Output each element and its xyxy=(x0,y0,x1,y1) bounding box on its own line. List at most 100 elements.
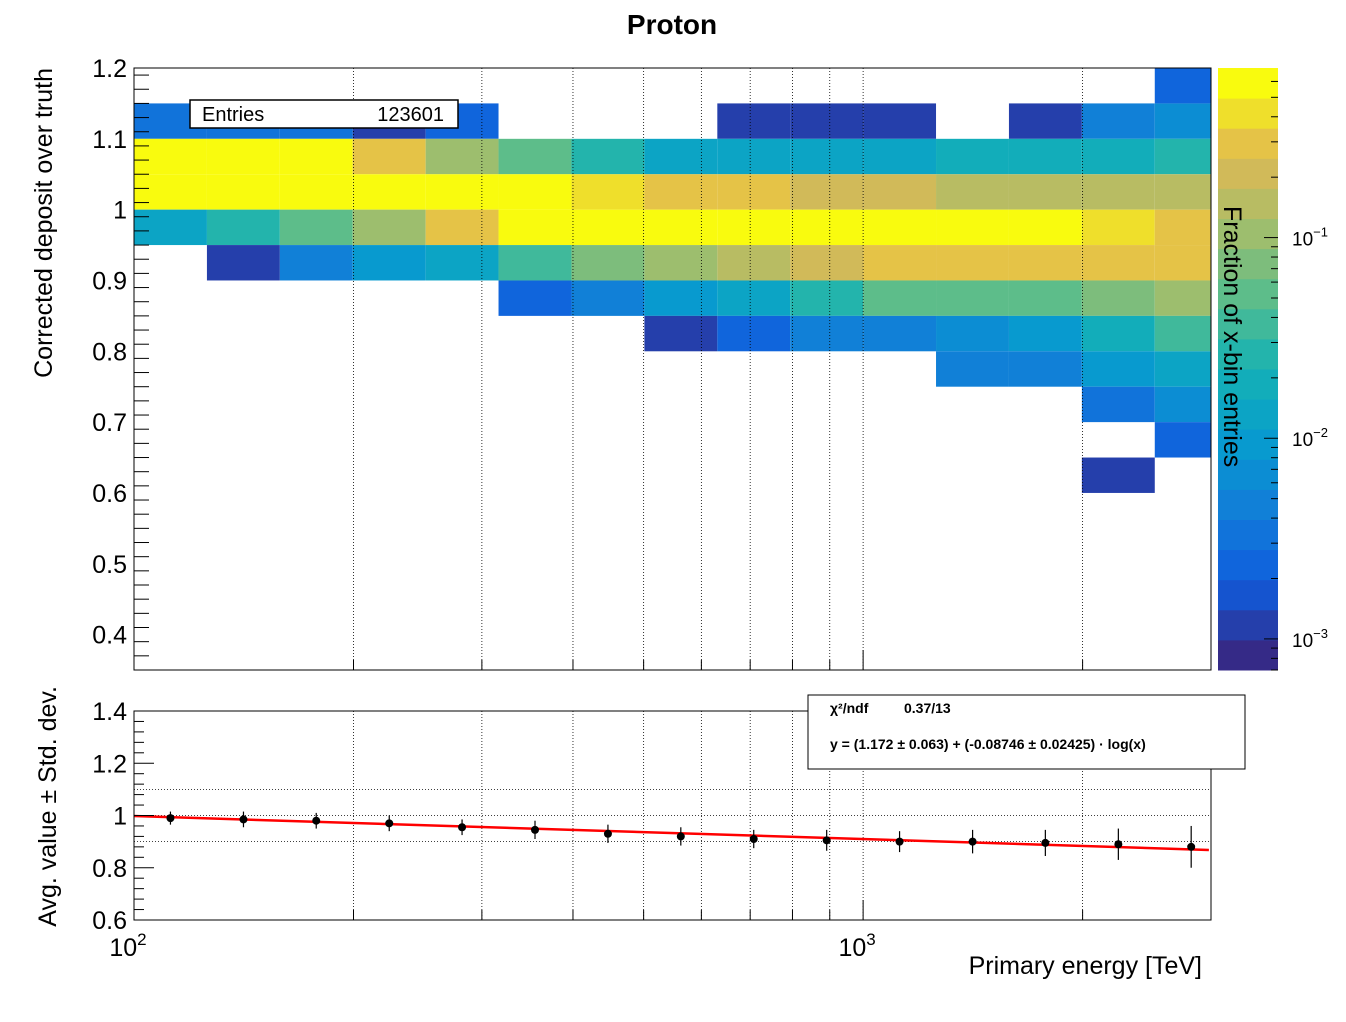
profile-point xyxy=(895,837,904,846)
heatmap-cell xyxy=(279,209,353,246)
heatmap-cell xyxy=(790,280,864,316)
heatmap-cell xyxy=(1008,174,1082,210)
heatmap-cell xyxy=(425,138,499,175)
top-y-tick-label: 0.7 xyxy=(92,409,127,437)
profile-points xyxy=(166,811,1196,868)
heatmap-cell xyxy=(790,174,864,210)
heatmap-cell xyxy=(134,209,207,246)
heatmap-cell xyxy=(498,138,572,175)
heatmap-cell xyxy=(134,138,207,175)
colorbar-swatch xyxy=(1218,158,1278,189)
fit-formula: y = (1.172 ± 0.063) + (-0.08746 ± 0.0242… xyxy=(830,736,1146,752)
profile-point xyxy=(312,816,321,825)
x-tick-label: 102 xyxy=(109,930,146,962)
profile-point xyxy=(822,836,831,845)
profile-point xyxy=(603,829,612,838)
heatmap-cell xyxy=(1081,280,1155,316)
heatmap-cell xyxy=(571,209,645,246)
heatmap-cell xyxy=(936,138,1009,175)
heatmap-cell xyxy=(717,315,791,352)
fit-chi2-label: χ²/ndf xyxy=(830,700,869,716)
colorbar-swatch xyxy=(1218,609,1278,641)
bottom-reference-lines xyxy=(134,788,1211,843)
heatmap-cell xyxy=(571,280,645,316)
heatmap-cell xyxy=(1154,351,1211,387)
heatmap-cell xyxy=(644,138,718,175)
heatmap-cell xyxy=(863,174,937,210)
heatmap-cell xyxy=(1154,386,1211,423)
heatmap-cell xyxy=(1154,68,1211,104)
x-axis-label: Primary energy [TeV] xyxy=(969,952,1202,980)
profile-point xyxy=(749,835,758,844)
heatmap-cell xyxy=(644,209,718,246)
heatmap-cell xyxy=(1154,209,1211,246)
fit-chi2-value: 0.37/13 xyxy=(904,700,951,716)
heatmap-cells xyxy=(134,68,1211,493)
colorbar-swatch xyxy=(1218,489,1278,520)
profile-point xyxy=(676,832,685,841)
heatmap-cell xyxy=(936,245,1009,281)
profile-point xyxy=(531,825,540,834)
heatmap-cell xyxy=(571,174,645,210)
colorbar-swatch xyxy=(1218,399,1278,430)
heatmap-cell xyxy=(1081,245,1155,281)
heatmap-cell xyxy=(936,315,1009,352)
heatmap-cell xyxy=(863,209,937,246)
bottom-y-axis: 0.6 0.8 1 1.2 1.4 xyxy=(92,698,154,935)
colorbar-swatch xyxy=(1218,369,1278,400)
heatmap-cell xyxy=(1081,315,1155,352)
heatmap-cell xyxy=(790,209,864,246)
colorbar-tick-label: 10−2 xyxy=(1292,425,1328,451)
colorbar-swatch xyxy=(1218,68,1278,99)
heatmap-cell xyxy=(644,315,718,352)
heatmap-cell xyxy=(1008,138,1082,175)
colorbar-axis: 10−1 10−2 10−3 xyxy=(1264,80,1328,671)
heatmap-cell xyxy=(863,245,937,281)
stats-box: Entries 123601 xyxy=(189,99,459,129)
top-y-tick-label: 1 xyxy=(113,197,127,225)
profile-point xyxy=(166,814,175,823)
profile-point xyxy=(385,819,394,828)
heatmap-cell xyxy=(717,103,791,139)
heatmap-cell xyxy=(352,209,426,246)
heatmap-cell xyxy=(1081,386,1155,423)
colorbar-swatch xyxy=(1218,188,1278,219)
heatmap-cell xyxy=(1008,351,1082,387)
bottom-x-axis: 102 103 xyxy=(109,900,1212,962)
bottom-y-tick-label: 0.6 xyxy=(92,907,127,935)
colorbar-label: Fraction of x-bin entries xyxy=(1218,206,1246,467)
colorbar-tick-label: 10−1 xyxy=(1292,225,1328,251)
heatmap-cell xyxy=(425,245,499,281)
top-y-tick-label: 0.9 xyxy=(92,267,127,295)
heatmap-cell xyxy=(1081,103,1155,139)
bottom-y-axis-label: Avg. value ± Std. dev. xyxy=(34,686,62,927)
heatmap-cell xyxy=(1008,245,1082,281)
heatmap-cell xyxy=(790,138,864,175)
colorbar-swatch xyxy=(1218,128,1278,159)
heatmap-cell xyxy=(1154,103,1211,139)
heatmap-cell xyxy=(206,209,280,246)
stats-box-frame xyxy=(189,99,459,129)
colorbar-swatch xyxy=(1218,639,1278,671)
colorbar-swatch xyxy=(1218,98,1278,129)
top-y-tick-label: 0.6 xyxy=(92,480,127,508)
heatmap-cell xyxy=(1081,174,1155,210)
heatmap-cell xyxy=(1008,315,1082,352)
heatmap-cell xyxy=(790,103,864,139)
heatmap-cell xyxy=(498,174,572,210)
colorbar-swatch xyxy=(1218,248,1278,280)
top-plot-frame xyxy=(133,67,1212,671)
colorbar-swatch xyxy=(1218,549,1278,581)
heatmap-cell xyxy=(1154,422,1211,458)
heatmap-cell xyxy=(863,103,937,139)
top-y-tick-label: 0.8 xyxy=(92,338,127,366)
profile-point xyxy=(1041,838,1050,847)
top-y-tick-label: 1.2 xyxy=(92,55,127,83)
heatmap-cell xyxy=(1081,209,1155,246)
heatmap-cell xyxy=(644,280,718,316)
stats-value: 123601 xyxy=(377,104,444,126)
top-y-axis-label: Corrected deposit over truth xyxy=(30,68,58,378)
heatmap-cell xyxy=(936,209,1009,246)
heatmap-cell xyxy=(1008,209,1082,246)
heatmap-cell xyxy=(352,174,426,210)
